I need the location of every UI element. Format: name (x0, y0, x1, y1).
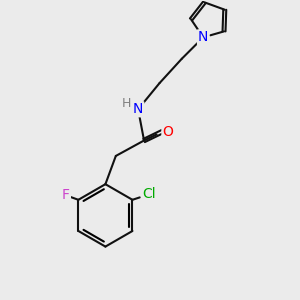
Text: O: O (162, 124, 173, 139)
Text: N: N (133, 102, 143, 116)
Text: Cl: Cl (142, 188, 156, 201)
Text: H: H (122, 98, 131, 110)
Text: N: N (198, 30, 208, 44)
Text: F: F (62, 188, 70, 202)
